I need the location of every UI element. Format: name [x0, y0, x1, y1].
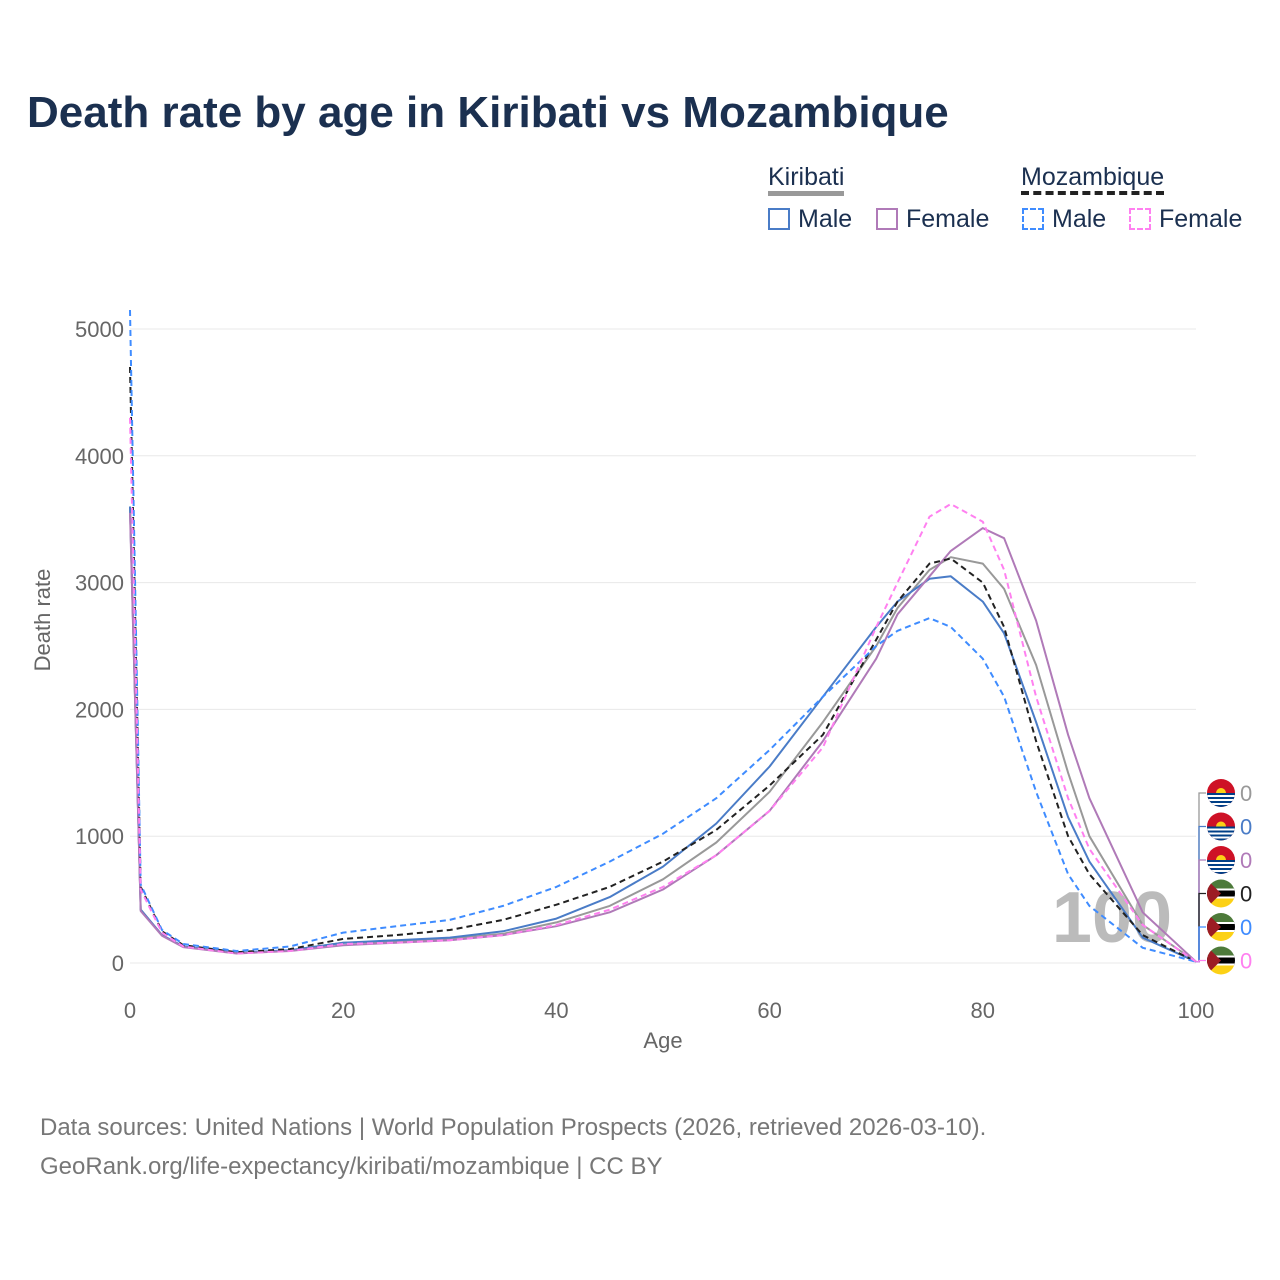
series-line-kiribati[interactable]	[129, 506, 1197, 963]
watermark-year: 100	[1052, 878, 1172, 958]
series-line-kiribati-male[interactable]	[129, 506, 1197, 963]
end-value-label: 0	[1240, 781, 1252, 806]
kiribati-flag-icon	[1207, 812, 1235, 841]
x-tick-label: 40	[544, 998, 568, 1023]
end-value-label: 0	[1240, 815, 1252, 840]
end-label-connector	[1196, 792, 1206, 963]
source-note: Data sources: United Nations | World Pop…	[40, 1108, 986, 1186]
y-tick-label: 1000	[75, 824, 124, 849]
x-tick-label: 0	[124, 998, 136, 1023]
source-line: Data sources: United Nations | World Pop…	[40, 1114, 987, 1141]
y-tick-label: 5000	[75, 317, 124, 342]
end-label-connector	[1196, 926, 1206, 963]
legend-swatch-mozambique-male	[1022, 208, 1044, 230]
legend-group-mozambique[interactable]: Mozambique	[1021, 163, 1165, 195]
mozambique-flag-icon	[1207, 913, 1235, 941]
mozambique-flag-icon	[1207, 946, 1235, 975]
end-label-connector	[1196, 859, 1206, 963]
end-label-connector	[1196, 959, 1206, 963]
y-axis-label: Death rate	[30, 569, 55, 672]
legend-swatch-kiribati-male	[768, 208, 790, 230]
series-line-kiribati-female[interactable]	[129, 512, 1197, 963]
x-tick-label: 20	[331, 998, 355, 1023]
y-tick-label: 4000	[75, 444, 124, 469]
legend-swatch-mozambique-female	[1129, 208, 1151, 230]
y-tick-label: 3000	[75, 571, 124, 596]
x-tick-label: 60	[757, 998, 781, 1023]
end-value-label: 0	[1240, 882, 1252, 907]
legend-swatch-kiribati-female	[876, 208, 898, 230]
legend-label-mozambique-female[interactable]: Female	[1159, 205, 1243, 233]
end-value-label: 0	[1240, 915, 1252, 940]
kiribati-flag-icon	[1207, 846, 1235, 874]
legend-label-mozambique-male[interactable]: Male	[1052, 205, 1107, 233]
legend-group-kiribati[interactable]: Kiribati	[768, 163, 845, 196]
x-tick-label: 80	[971, 998, 995, 1023]
y-tick-label: 2000	[75, 697, 124, 722]
series-line-mozambique-female[interactable]	[129, 417, 1197, 963]
kiribati-flag-icon	[1207, 779, 1235, 807]
series-line-mozambique[interactable]	[129, 366, 1197, 963]
legend-label-kiribati-female[interactable]: Female	[906, 205, 990, 233]
series-line-mozambique-male[interactable]	[129, 309, 1197, 963]
x-axis-label: Age	[643, 1028, 682, 1053]
legend-label-kiribati-male[interactable]: Male	[798, 205, 853, 233]
chart-title: Death rate by age in Kiribati vs Mozambi…	[27, 88, 949, 137]
end-value-label: 0	[1240, 848, 1252, 873]
mozambique-flag-icon	[1207, 879, 1235, 908]
end-value-label: 0	[1240, 949, 1252, 974]
y-tick-label: 0	[112, 951, 124, 976]
source-link[interactable]: GeoRank.org/life-expectancy/kiribati/moz…	[40, 1153, 663, 1180]
x-tick-label: 100	[1178, 998, 1215, 1023]
